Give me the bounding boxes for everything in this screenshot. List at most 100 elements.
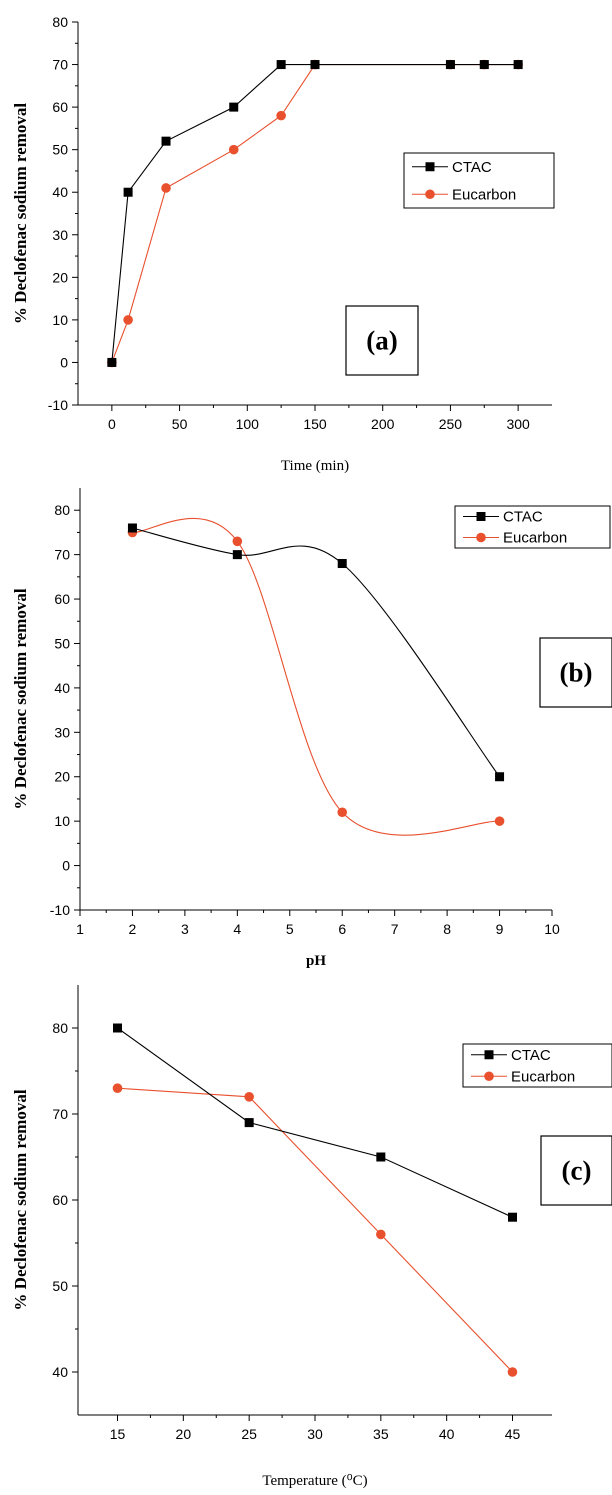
- data-point-ctac: [495, 772, 505, 782]
- y-tick-label: 20: [52, 269, 68, 285]
- series-line-eucarbon: [132, 518, 500, 836]
- data-point-eucarbon: [337, 807, 348, 818]
- legend: CTAC Eucarbon: [462, 1043, 612, 1088]
- legend: CTAC Eucarbon: [454, 505, 611, 549]
- x-axis-label: Temperature (⁰C): [262, 1473, 367, 1489]
- y-tick-label: 50: [52, 1278, 68, 1294]
- y-axis-label: % Declofenac sodium removal: [11, 588, 30, 809]
- data-point-ctac: [161, 136, 171, 146]
- data-point-eucarbon: [123, 315, 133, 325]
- data-point-ctac: [127, 523, 137, 533]
- x-tick-label: 200: [371, 416, 395, 432]
- y-tick-label: 80: [52, 1020, 68, 1036]
- y-tick-label: 70: [52, 57, 68, 73]
- chart-panel-1: -10 0 10 20 30 40 50 60 70 80 0 50 100 150 200 250 300 Ti…: [11, 14, 555, 474]
- data-point-eucarbon: [161, 183, 171, 193]
- data-point-ctac: [445, 60, 455, 70]
- data-point-eucarbon: [507, 1367, 518, 1377]
- panel-label: (a): [366, 326, 397, 356]
- x-tick-label: 40: [439, 1426, 455, 1442]
- x-tick-label: 100: [236, 416, 260, 432]
- chart-panel-2: -10 0 10 20 30 40 50 60 70 80 1 2 3 4 5 6 7 8 9 10 pH % Declo…: [11, 488, 612, 969]
- series-eucarbon: [112, 1083, 518, 1377]
- y-tick-label: 30: [54, 724, 70, 740]
- series-line-eucarbon: [117, 1087, 513, 1373]
- data-point-ctac: [107, 357, 117, 367]
- data-point-ctac: [337, 559, 347, 569]
- legend-label-eucarbon: Eucarbon: [452, 186, 516, 203]
- x-axis-label: Time (min): [281, 458, 349, 474]
- series-eucarbon: [107, 59, 523, 368]
- x-tick-label: 45: [505, 1426, 521, 1442]
- x-tick-label: 50: [172, 416, 188, 432]
- y-tick-label: 60: [52, 99, 68, 115]
- y-tick-label: 20: [54, 769, 70, 785]
- data-point-ctac: [508, 1212, 517, 1222]
- legend-marker-ctac: [476, 512, 486, 521]
- legend-label-eucarbon: Eucarbon: [511, 1068, 575, 1085]
- x-tick-label: 4: [233, 921, 241, 937]
- data-point-eucarbon: [228, 144, 239, 155]
- y-tick-label: 70: [54, 547, 70, 563]
- y-tick-label: 0: [60, 354, 68, 370]
- data-point-ctac: [479, 60, 489, 70]
- series-line-eucarbon: [111, 64, 519, 363]
- y-tick-label: 80: [52, 14, 68, 30]
- x-tick-label: 9: [496, 921, 504, 937]
- x-tick-label: 6: [338, 921, 346, 937]
- legend: CTAC Eucarbon: [403, 152, 555, 209]
- x-tick-label: 2: [129, 921, 137, 937]
- data-point-ctac: [123, 187, 133, 197]
- y-tick-label: 10: [52, 312, 68, 328]
- data-point-ctac: [376, 1152, 386, 1162]
- panel-label-box: [540, 1135, 612, 1206]
- legend-label-ctac: CTAC: [503, 509, 543, 526]
- legend-marker-eucarbon: [425, 189, 435, 200]
- x-tick-label: 20: [176, 1426, 192, 1442]
- x-tick-label: 250: [439, 416, 463, 432]
- x-tick-label: 25: [241, 1426, 257, 1442]
- y-tick-label: 50: [54, 635, 70, 651]
- series-ctac: [113, 1023, 517, 1222]
- chart-panel-3: 40 50 60 70 80 15 20 25 30 35 40 45 Temperature (⁰C)…: [11, 985, 612, 1489]
- data-point-eucarbon: [376, 1229, 386, 1240]
- legend-marker-ctac: [484, 1050, 494, 1060]
- data-point-eucarbon: [244, 1092, 254, 1102]
- x-tick-label: 300: [506, 416, 530, 432]
- y-tick-label: -10: [50, 902, 70, 918]
- series-line-ctac: [132, 527, 500, 778]
- data-point-eucarbon: [112, 1083, 123, 1093]
- y-tick-label: 40: [52, 1364, 68, 1380]
- data-point-ctac: [113, 1023, 122, 1033]
- data-point-ctac: [229, 102, 239, 112]
- x-tick-label: 5: [286, 921, 294, 937]
- y-axis-label: % Declofenac sodium removal: [11, 1089, 30, 1310]
- legend-label-ctac: CTAC: [452, 159, 492, 176]
- y-tick-label: 10: [54, 813, 70, 829]
- panel-label-box: [539, 637, 612, 708]
- data-point-eucarbon: [232, 536, 243, 547]
- data-point-eucarbon: [494, 816, 505, 826]
- x-tick-label: 10: [544, 921, 560, 937]
- series-ctac: [127, 523, 505, 782]
- y-axis-label: % Declofenac sodium removal: [11, 103, 30, 324]
- y-tick-label: 50: [52, 142, 68, 158]
- series-ctac: [107, 60, 523, 367]
- legend-label-eucarbon: Eucarbon: [503, 530, 567, 547]
- y-tick-label: 40: [52, 184, 68, 200]
- x-tick-label: 8: [443, 921, 451, 937]
- data-point-ctac: [513, 60, 523, 70]
- panel-label-box: [345, 305, 419, 376]
- x-tick-label: 0: [108, 416, 116, 432]
- data-point-ctac: [276, 60, 286, 70]
- x-tick-label: 150: [303, 416, 327, 432]
- series-line-ctac: [117, 1027, 513, 1218]
- x-tick-label: 30: [307, 1426, 323, 1442]
- data-point-eucarbon: [276, 110, 286, 121]
- panel-label: (c): [562, 1156, 592, 1186]
- y-tick-label: 70: [52, 1106, 68, 1122]
- legend-marker-eucarbon: [484, 1071, 494, 1082]
- y-tick-label: 80: [54, 502, 70, 518]
- y-tick-label: 60: [52, 1192, 68, 1208]
